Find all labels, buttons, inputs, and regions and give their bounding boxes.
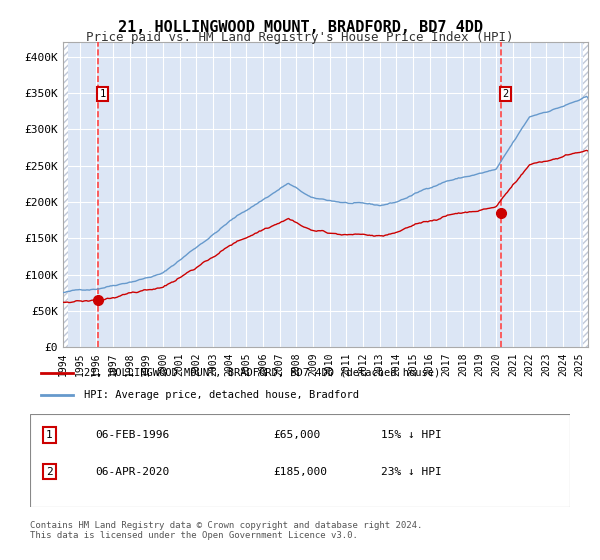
Text: £185,000: £185,000 [273,466,327,477]
Text: 1: 1 [46,430,53,440]
Text: 21, HOLLINGWOOD MOUNT, BRADFORD, BD7 4DD: 21, HOLLINGWOOD MOUNT, BRADFORD, BD7 4DD [118,20,482,35]
Text: 06-APR-2020: 06-APR-2020 [95,466,169,477]
Text: 15% ↓ HPI: 15% ↓ HPI [381,430,442,440]
Text: £65,000: £65,000 [273,430,320,440]
Text: 2: 2 [46,466,53,477]
Text: HPI: Average price, detached house, Bradford: HPI: Average price, detached house, Brad… [84,390,359,400]
Text: 06-FEB-1996: 06-FEB-1996 [95,430,169,440]
Text: 21, HOLLINGWOOD MOUNT, BRADFORD, BD7 4DD (detached house): 21, HOLLINGWOOD MOUNT, BRADFORD, BD7 4DD… [84,367,440,377]
Text: Contains HM Land Registry data © Crown copyright and database right 2024.
This d: Contains HM Land Registry data © Crown c… [30,521,422,540]
Text: 2: 2 [503,89,509,99]
Text: Price paid vs. HM Land Registry's House Price Index (HPI): Price paid vs. HM Land Registry's House … [86,31,514,44]
Text: 23% ↓ HPI: 23% ↓ HPI [381,466,442,477]
Text: 1: 1 [100,89,106,99]
